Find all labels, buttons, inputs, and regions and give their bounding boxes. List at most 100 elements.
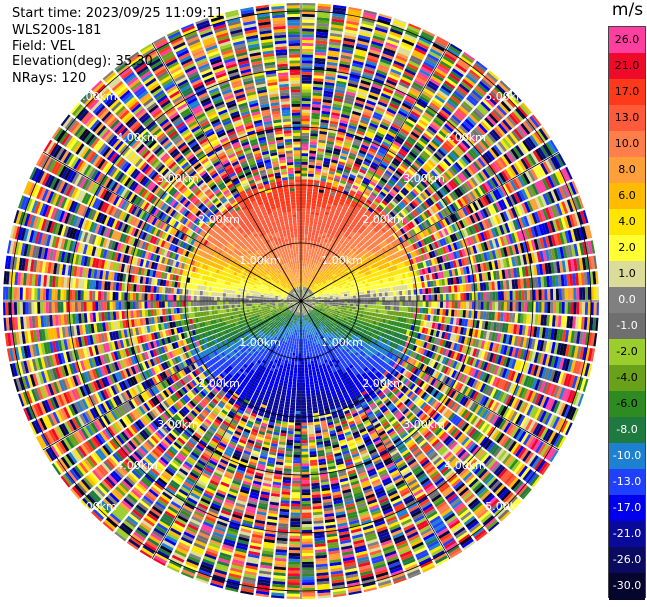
- ray-gate: [338, 309, 341, 311]
- ray-gate: [463, 310, 466, 318]
- ray-gate: [310, 384, 314, 387]
- ray-gate: [310, 460, 317, 463]
- ray-gate: [301, 400, 306, 403]
- ray-gate: [562, 302, 565, 314]
- ray-gate: [353, 307, 356, 310]
- ray-gate: [373, 309, 376, 313]
- ray-gate: [301, 371, 304, 374]
- ray-gate: [544, 302, 547, 313]
- ray-gate: [285, 401, 290, 405]
- ray-gate: [287, 390, 291, 394]
- ray-gate: [301, 408, 306, 411]
- ray-gate: [305, 365, 308, 368]
- ray-gate: [390, 306, 393, 310]
- ray-gate: [304, 353, 307, 356]
- ray-gate: [338, 307, 341, 309]
- ray-gate: [483, 311, 487, 319]
- ray-gate: [302, 510, 311, 513]
- ray-gate: [405, 301, 408, 306]
- ray-gate: [297, 391, 301, 394]
- ray-gate: [302, 573, 314, 576]
- ray-gate: [309, 445, 316, 448]
- ray-gate: [302, 562, 314, 565]
- ray-gate: [307, 402, 312, 405]
- ray-gate: [286, 445, 293, 448]
- ray-gate: [315, 302, 318, 303]
- ray-gate: [344, 308, 347, 311]
- ray-gate: [339, 303, 342, 305]
- ray-gate: [350, 301, 353, 303]
- ray-gate: [291, 501, 300, 504]
- ray-gate: [307, 335, 309, 338]
- ray-gate: [365, 305, 368, 308]
- ray-gate: [411, 307, 414, 312]
- ray-gate: [296, 405, 301, 408]
- ray-gate: [302, 541, 313, 544]
- ray-gate: [302, 521, 312, 524]
- ray-gate: [293, 455, 300, 458]
- ray-gate: [419, 308, 422, 314]
- ray-gate: [302, 437, 308, 440]
- ray-gate: [422, 308, 425, 314]
- ray-gate: [420, 302, 423, 307]
- ray-gate: [298, 371, 301, 374]
- ray-gate: [293, 376, 297, 379]
- ray-gate: [287, 366, 291, 369]
- ray-gate: [303, 321, 304, 324]
- ray-gate: [292, 478, 300, 481]
- ray-gate: [294, 341, 296, 344]
- ray-gate: [385, 301, 388, 305]
- ray-gate: [327, 303, 330, 304]
- ray-gate: [294, 347, 297, 350]
- ray-gate: [305, 373, 309, 376]
- ray-gate: [312, 369, 316, 373]
- ray-gate: [310, 340, 313, 343]
- ray-gate: [290, 340, 293, 343]
- ray-gate: [298, 368, 301, 371]
- ray-gate: [292, 341, 294, 344]
- ray-gate: [293, 460, 300, 463]
- ray-gate: [307, 353, 310, 356]
- ray-gate: [311, 393, 316, 396]
- ray-gate: [311, 349, 314, 352]
- ray-gate: [284, 463, 292, 466]
- ray-gate: [306, 393, 310, 396]
- ray-gate: [289, 541, 300, 544]
- ray-gate: [448, 309, 451, 316]
- ray-gate: [373, 305, 376, 309]
- ray-gate: [302, 539, 313, 542]
- ray-gate: [297, 379, 301, 382]
- ray-gate: [294, 332, 296, 335]
- ray-gate: [305, 376, 309, 379]
- ray-gate: [346, 308, 349, 311]
- ray-gate: [301, 376, 305, 379]
- ray-gate: [342, 312, 345, 315]
- ray-gate: [298, 321, 299, 324]
- ray-gate: [353, 304, 356, 307]
- ray-gate: [302, 498, 311, 501]
- ray-gate: [321, 303, 324, 304]
- ray-gate: [291, 393, 295, 396]
- ray-gate: [311, 468, 319, 472]
- ray-gate: [302, 518, 312, 521]
- ray-gate: [288, 570, 300, 573]
- ray-gate: [310, 381, 314, 384]
- ray-gate: [492, 302, 495, 311]
- ray-gate: [299, 315, 300, 318]
- ray-gate: [284, 466, 292, 469]
- ray-gate: [457, 302, 460, 309]
- ray-gate: [440, 302, 443, 308]
- ray-gate: [308, 425, 314, 428]
- ray-gate: [550, 302, 553, 313]
- ray-gate: [307, 411, 312, 414]
- ray-gate: [301, 373, 304, 376]
- ray-gate: [341, 303, 344, 305]
- ray-gate: [289, 550, 300, 553]
- ray-gate: [308, 422, 314, 425]
- ray-gate: [290, 373, 294, 376]
- ray-gate: [292, 486, 300, 489]
- ray-gate: [367, 305, 370, 308]
- ray-gate: [303, 336, 305, 339]
- ray-gate: [381, 310, 384, 314]
- ray-gate: [293, 466, 300, 469]
